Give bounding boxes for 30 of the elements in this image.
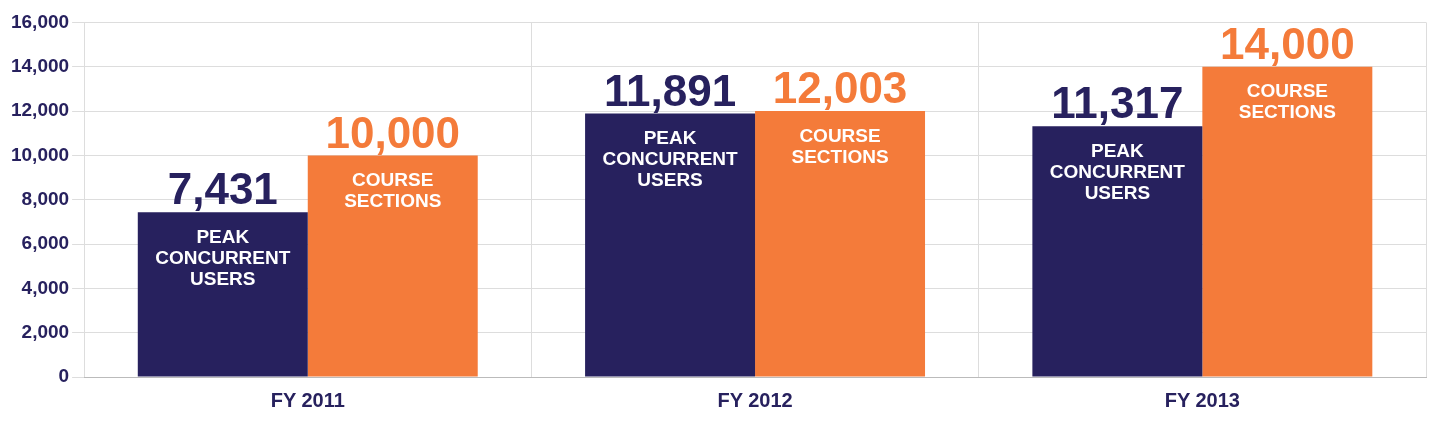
x-tick-label: FY 2011	[270, 388, 345, 411]
y-tick-label: 14,000	[10, 54, 70, 76]
text: COURSE SECTIONS	[791, 124, 889, 167]
bar	[137, 212, 308, 377]
bar	[307, 155, 478, 377]
bar	[585, 113, 756, 377]
series-label: PEAK CONCURRENT USERS	[155, 226, 291, 290]
x-tick-label: FY 2012	[717, 388, 793, 411]
data-label: 7,431	[167, 164, 278, 214]
bar	[1202, 66, 1373, 377]
data-label: 12,003	[772, 63, 908, 113]
y-tick-label: 6,000	[21, 232, 70, 254]
y-tick-label: 4,000	[21, 276, 70, 298]
data-label: 11,317	[1051, 78, 1184, 128]
bar	[755, 110, 926, 377]
text: PEAK CONCURRENT USERS	[1049, 139, 1185, 203]
data-label: 14,000	[1220, 18, 1355, 68]
y-tick-label: 10,000	[10, 143, 70, 165]
text: PEAK CONCURRENT USERS	[602, 127, 738, 191]
bar	[1032, 126, 1203, 377]
series-label: COURSE SECTIONS	[344, 169, 442, 212]
text: COURSE SECTIONS	[1238, 80, 1336, 123]
y-tick-label: 16,000	[10, 10, 70, 32]
y-tick-label: 2,000	[21, 320, 70, 342]
y-tick-label: 12,000	[10, 99, 70, 121]
y-tick-label: 0	[58, 365, 70, 387]
x-tick-label: FY 2013	[1164, 388, 1240, 411]
data-label: 10,000	[325, 107, 461, 157]
y-tick-label: 8,000	[21, 187, 70, 209]
data-label: 11,891	[603, 65, 737, 115]
